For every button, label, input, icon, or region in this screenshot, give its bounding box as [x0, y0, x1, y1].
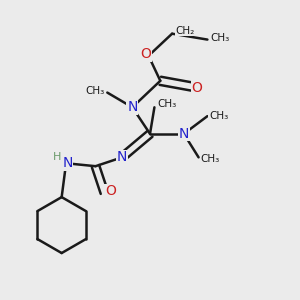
Text: N: N [179, 127, 189, 141]
Text: O: O [192, 81, 203, 95]
Text: N: N [62, 156, 73, 170]
Text: CH₂: CH₂ [175, 26, 194, 36]
Text: O: O [105, 184, 116, 198]
Text: N: N [127, 100, 137, 114]
Text: CH₃: CH₃ [209, 111, 228, 121]
Text: CH₃: CH₃ [210, 33, 230, 43]
Text: O: O [140, 47, 151, 61]
Text: CH₃: CH₃ [85, 86, 104, 96]
Text: CH₃: CH₃ [200, 154, 219, 164]
Text: N: N [117, 150, 127, 164]
Text: CH₃: CH₃ [158, 99, 177, 110]
Text: H: H [53, 152, 61, 162]
